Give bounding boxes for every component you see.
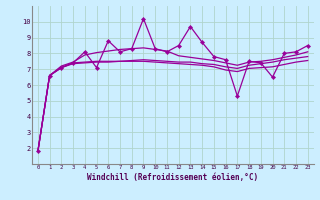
X-axis label: Windchill (Refroidissement éolien,°C): Windchill (Refroidissement éolien,°C)	[87, 173, 258, 182]
